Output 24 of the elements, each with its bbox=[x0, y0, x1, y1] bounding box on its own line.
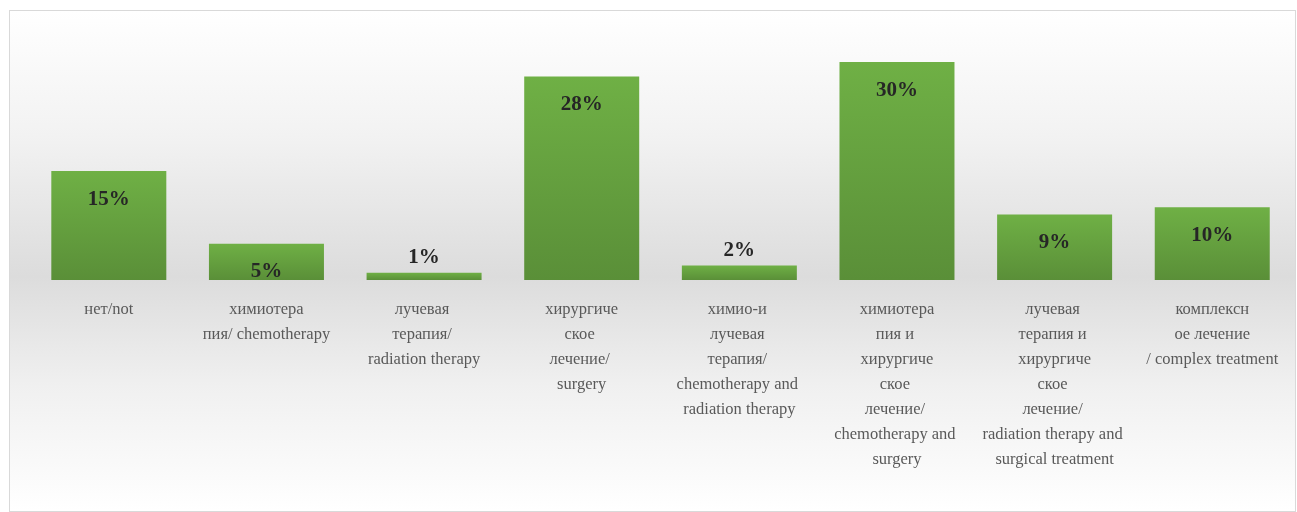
bar bbox=[524, 76, 640, 280]
bar bbox=[1154, 207, 1270, 280]
x-tick-label: химиотерапия и хирургическое лечение/ chemotherapy and surgery bbox=[834, 299, 960, 468]
bar bbox=[839, 62, 955, 280]
data-label: 1% bbox=[408, 244, 440, 269]
bar bbox=[366, 272, 482, 280]
x-tick-label: комплексное лечение/ complex treatment bbox=[1146, 299, 1279, 368]
data-label: 9% bbox=[1038, 229, 1071, 254]
data-label: 15% bbox=[87, 185, 130, 210]
x-tick-label: нет/not bbox=[84, 299, 134, 318]
x-tick-label: лучевая терапия и хирургическое лечение/ radiation therapy and surgical treatment bbox=[982, 299, 1127, 468]
data-label: 28% bbox=[560, 91, 603, 116]
data-label: 5% bbox=[250, 258, 283, 283]
x-tick-label: химио-и лучевая терапия/ chemotherapy and radiation therapy bbox=[676, 299, 803, 418]
data-label: 30% bbox=[875, 76, 918, 101]
x-tick-label: хирургическое лечение/ surgery bbox=[545, 299, 619, 393]
bar bbox=[51, 171, 167, 280]
bar bbox=[681, 265, 797, 280]
bar bbox=[208, 243, 324, 280]
x-tick-label: химиотерапия/ chemotherapy bbox=[202, 299, 331, 343]
x-tick-label: лучевая терапия/ radiation therapy bbox=[367, 299, 481, 368]
bar bbox=[997, 214, 1113, 280]
data-label: 2% bbox=[723, 236, 756, 261]
data-label: 10% bbox=[1191, 221, 1234, 246]
